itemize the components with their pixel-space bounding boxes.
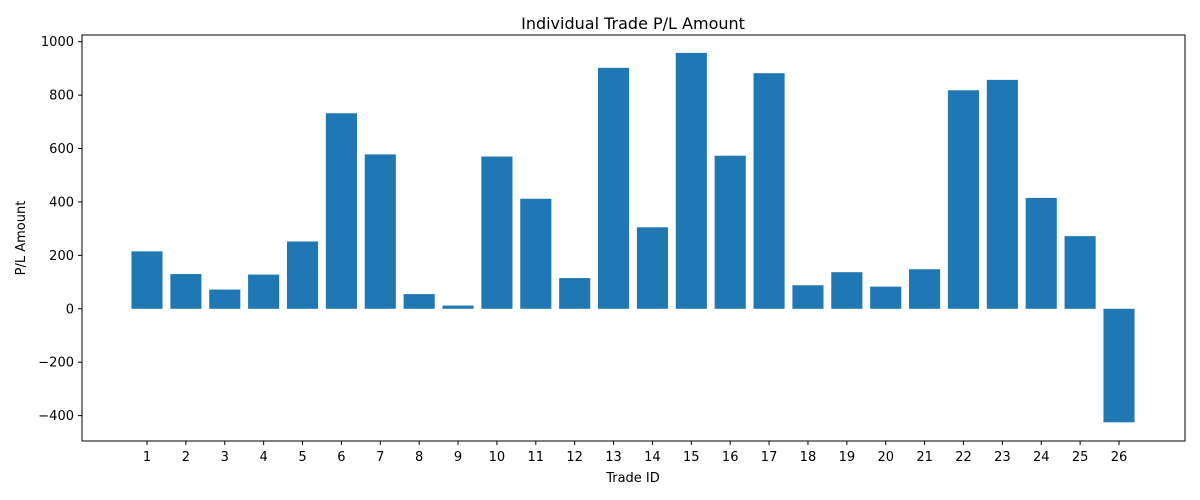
bar-trade-17 <box>753 73 785 309</box>
x-tick-label: 16 <box>722 450 739 465</box>
bar-trade-1 <box>131 251 163 309</box>
x-tick-label: 11 <box>528 450 545 465</box>
x-tick-label: 23 <box>994 450 1011 465</box>
bar-trade-23 <box>986 79 1018 309</box>
x-tick-label: 3 <box>221 450 229 465</box>
x-axis: 1 2 3 4 5 6 7 8 9 10 11 12 13 14 15 16 17 18 19 20 21 22 23 24 2… <box>143 441 1127 465</box>
bars-group <box>131 52 1135 423</box>
y-tick-label: −200 <box>38 356 74 371</box>
bar-trade-3 <box>209 289 241 309</box>
bar-trade-22 <box>947 90 980 309</box>
x-tick-label: 18 <box>800 450 817 465</box>
bar-trade-11 <box>520 198 552 309</box>
bar-trade-10 <box>481 156 513 309</box>
bar-trade-15 <box>675 52 707 309</box>
y-tick-label: 600 <box>49 142 74 157</box>
bar-trade-2 <box>170 274 202 309</box>
bar-trade-18 <box>792 285 824 309</box>
x-tick-label: 2 <box>182 450 190 465</box>
x-tick-label: 20 <box>877 450 894 465</box>
y-tick-label: 200 <box>49 249 74 264</box>
x-tick-label: 21 <box>916 450 933 465</box>
y-axis-title: P/L Amount <box>14 201 29 276</box>
bar-trade-12 <box>559 278 591 309</box>
x-tick-label: 13 <box>605 450 622 465</box>
x-tick-label: 8 <box>415 450 423 465</box>
bar-trade-13 <box>598 67 630 309</box>
x-tick-label: 10 <box>489 450 506 465</box>
bar-trade-6 <box>325 113 357 309</box>
bar-trade-9 <box>442 305 474 309</box>
x-tick-label: 24 <box>1033 450 1050 465</box>
x-tick-label: 15 <box>683 450 700 465</box>
x-tick-label: 14 <box>644 450 661 465</box>
bar-trade-14 <box>636 227 668 309</box>
bar-trade-16 <box>714 155 746 309</box>
x-tick-label: 5 <box>298 450 306 465</box>
bar-trade-8 <box>403 294 435 309</box>
x-tick-label: 1 <box>143 450 151 465</box>
y-tick-label: 800 <box>49 89 74 104</box>
bar-trade-4 <box>248 274 280 309</box>
plot-frame <box>81 34 1186 442</box>
x-tick-label: 22 <box>955 450 972 465</box>
bar-trade-5 <box>286 241 319 309</box>
chart-title: Individual Trade P/L Amount <box>521 14 745 33</box>
y-tick-label: 400 <box>49 195 74 210</box>
x-tick-label: 26 <box>1111 450 1128 465</box>
x-tick-label: 9 <box>454 450 462 465</box>
x-tick-label: 17 <box>761 450 778 465</box>
bar-trade-26 <box>1103 308 1135 423</box>
x-tick-label: 4 <box>259 450 267 465</box>
x-axis-title: Trade ID <box>605 471 660 486</box>
bar-trade-21 <box>909 269 941 309</box>
x-tick-label: 19 <box>839 450 856 465</box>
y-axis: −400 −200 0 200 400 600 800 1000 <box>38 35 82 424</box>
x-tick-label: 12 <box>566 450 583 465</box>
x-tick-label: 7 <box>376 450 384 465</box>
bar-trade-25 <box>1064 236 1096 309</box>
x-tick-label: 25 <box>1072 450 1089 465</box>
bar-trade-24 <box>1025 197 1057 309</box>
bar-trade-20 <box>870 286 902 309</box>
y-tick-label: 1000 <box>41 35 74 50</box>
bar-trade-19 <box>831 272 863 309</box>
y-tick-label: 0 <box>66 302 74 317</box>
x-tick-label: 6 <box>337 450 345 465</box>
bar-trade-7 <box>364 154 396 309</box>
y-tick-label: −400 <box>38 409 74 424</box>
